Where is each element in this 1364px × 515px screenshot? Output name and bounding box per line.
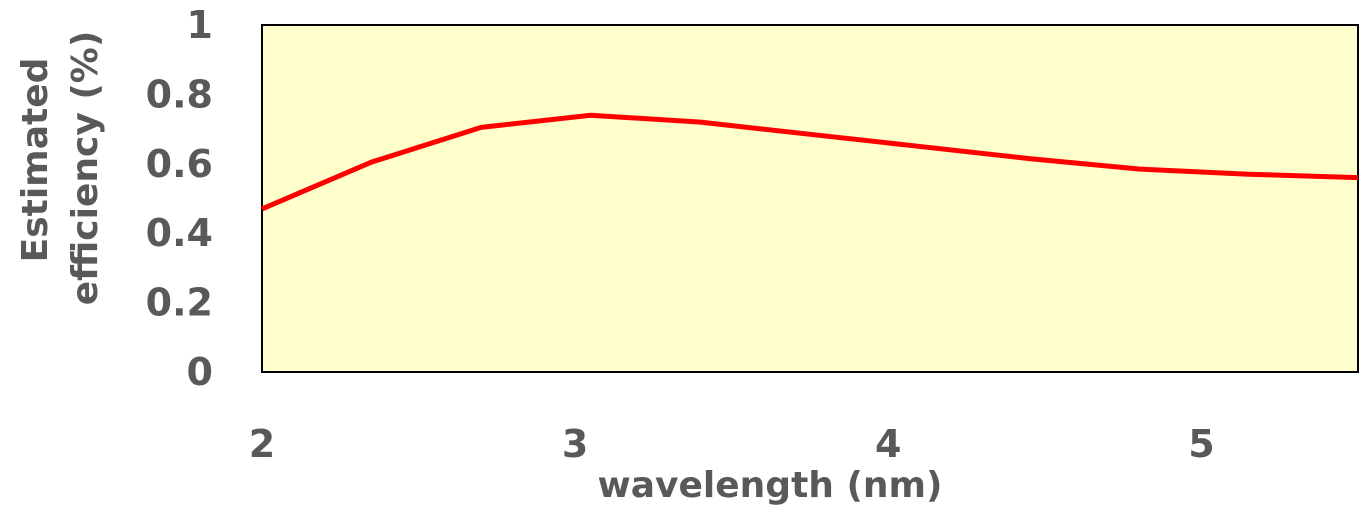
x-axis-ticks: 2 3 4 5: [249, 422, 1215, 466]
y-axis-ticks: 0 0.2 0.4 0.6 0.8 1: [146, 3, 213, 394]
x-tick-label: 4: [875, 422, 901, 466]
y-tick-label: 0.4: [146, 211, 213, 255]
y-tick-label: 0.6: [146, 142, 213, 186]
x-tick-label: 3: [562, 422, 588, 466]
y-tick-label: 0.2: [146, 281, 213, 325]
x-tick-label: 2: [249, 422, 275, 466]
plot-area: [261, 24, 1359, 373]
x-axis-title: wavelength (nm): [597, 465, 942, 506]
y-tick-label: 0: [187, 350, 213, 394]
y-axis-title-line-2: efficiency (%): [65, 31, 106, 306]
y-tick-label: 0.8: [146, 72, 213, 116]
y-tick-label: 1: [187, 3, 213, 47]
x-tick-label: 5: [1188, 422, 1214, 466]
series-layer: [261, 112, 1359, 212]
efficiency-line: [261, 112, 1359, 212]
y-axis-title-line-1: Estimated: [15, 58, 56, 263]
